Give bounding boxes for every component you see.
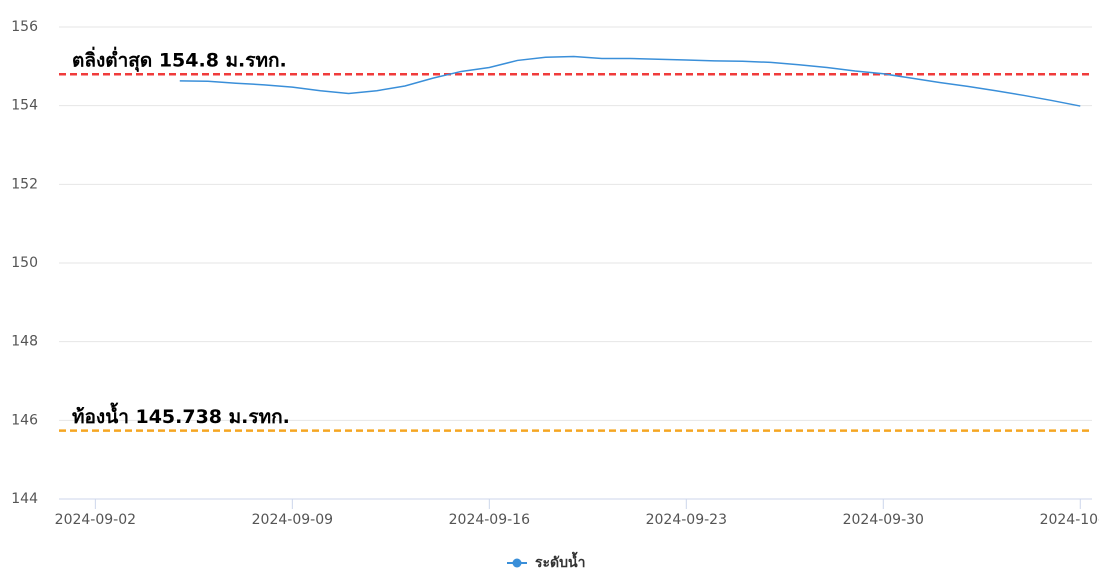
x-tick-label: 2024-10-07 xyxy=(1040,512,1099,528)
legend-marker xyxy=(512,558,522,568)
x-tick-label: 2024-09-16 xyxy=(449,512,530,528)
x-tick-label: 2024-09-30 xyxy=(843,512,924,528)
annotation-label: ท้องน้ำ 145.738 ม.รทก. xyxy=(72,402,290,428)
x-tick-label: 2024-09-02 xyxy=(55,512,136,528)
y-tick-label: 148 xyxy=(11,334,38,350)
x-tick-label: 2024-09-09 xyxy=(252,512,333,528)
y-tick-label: 146 xyxy=(11,412,38,428)
data-line xyxy=(179,55,1081,107)
legend-label: ระดับน้ำ xyxy=(535,551,585,571)
y-tick-label: 152 xyxy=(11,176,38,192)
y-tick-label: 156 xyxy=(11,19,38,35)
y-tick-label: 150 xyxy=(11,255,38,271)
x-tick-label: 2024-09-23 xyxy=(646,512,727,528)
y-tick-label: 154 xyxy=(11,98,38,114)
annotation-label: ตลิ่งต่ำสุด 154.8 ม.รทก. xyxy=(72,47,287,73)
y-tick-label: 144 xyxy=(11,491,38,507)
